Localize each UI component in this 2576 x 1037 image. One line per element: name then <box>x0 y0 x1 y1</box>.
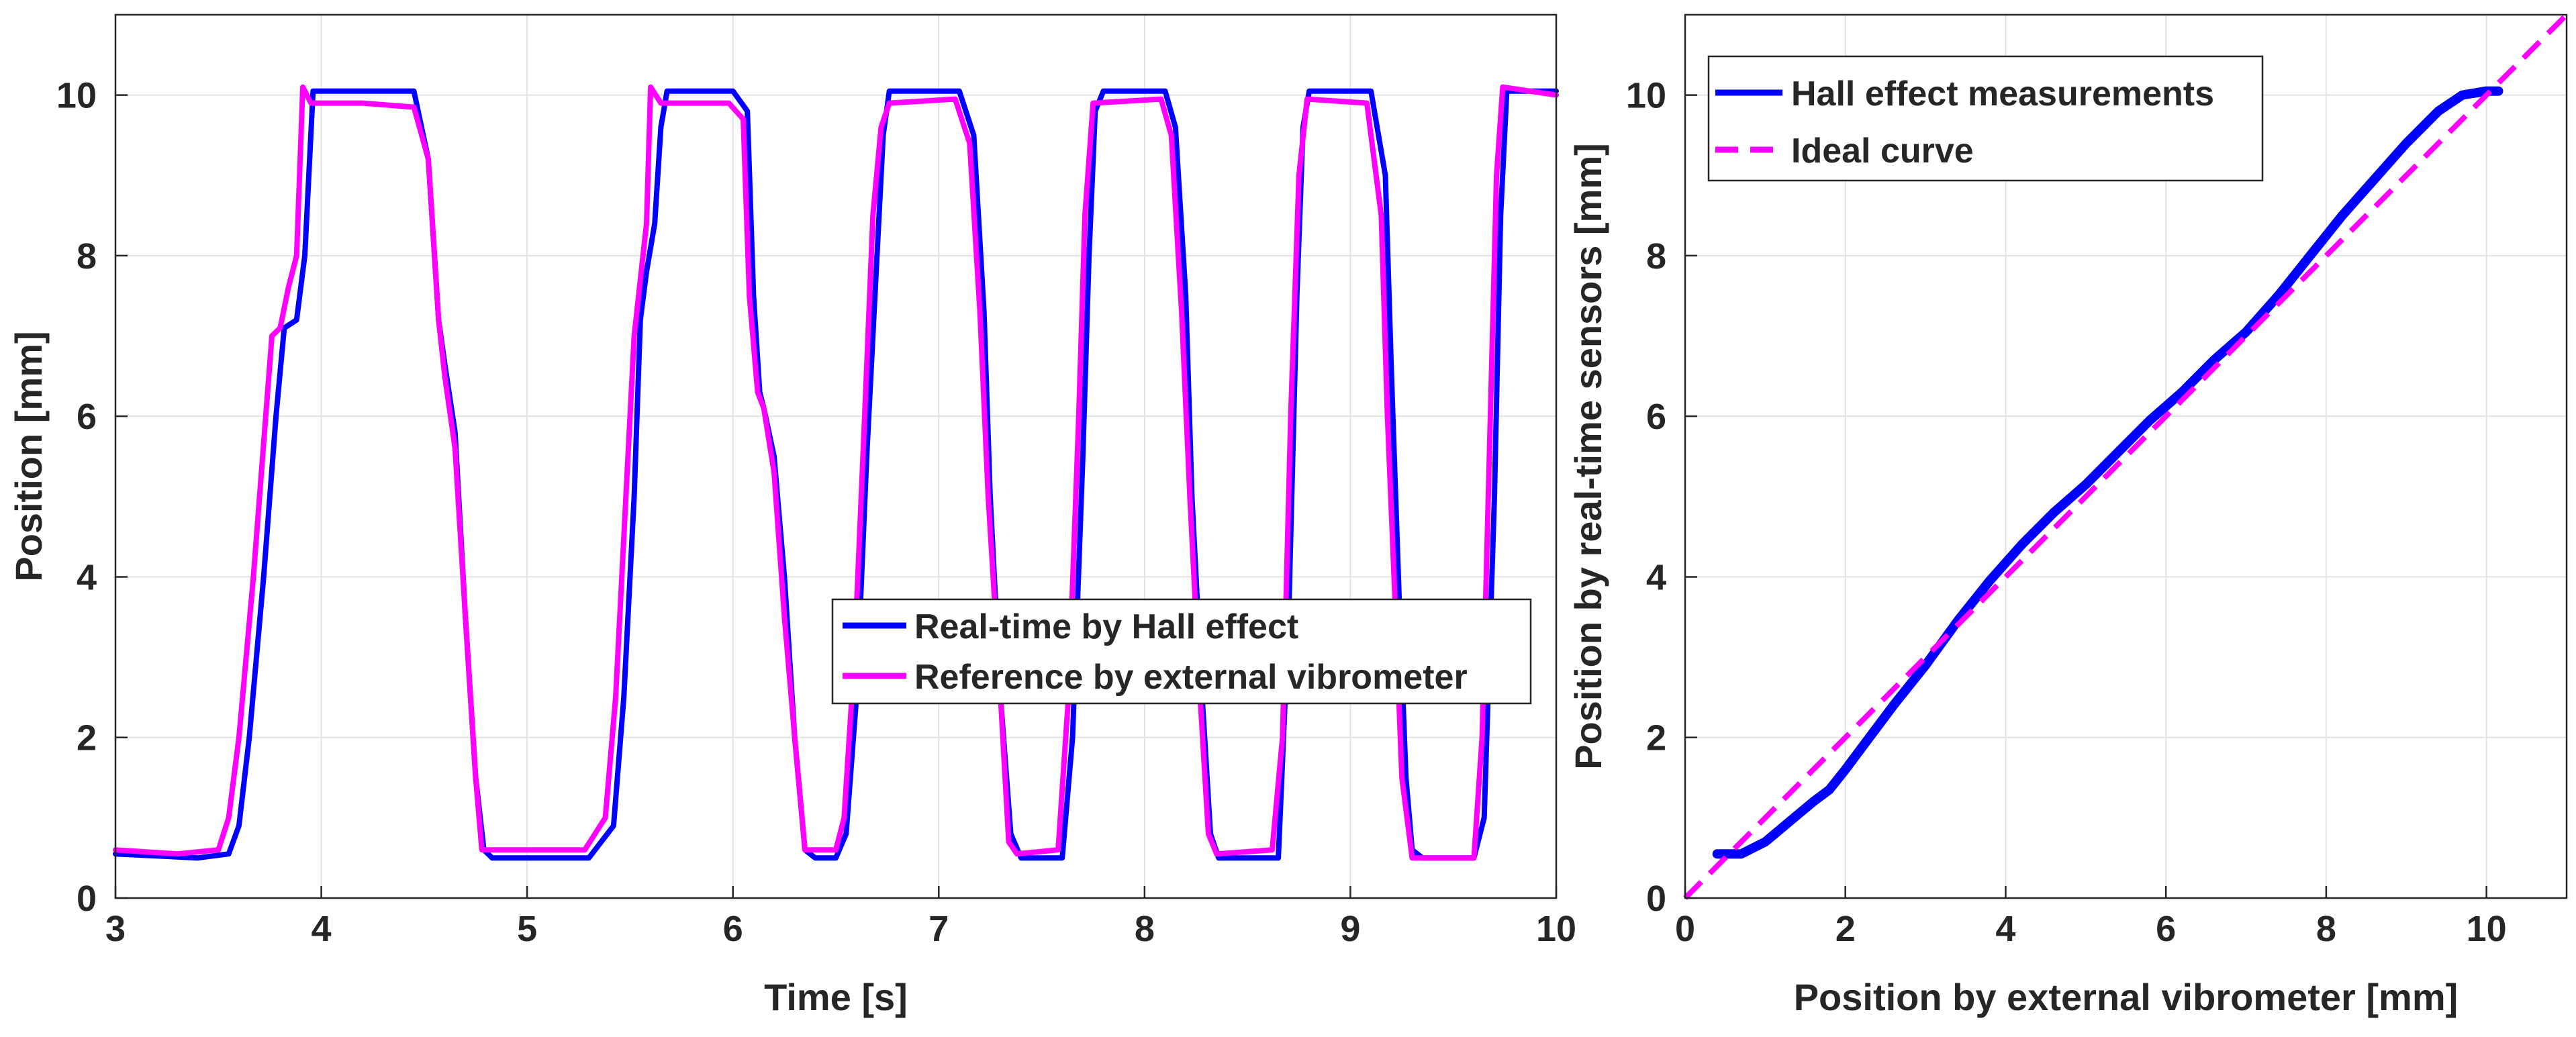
y-tick-label: 2 <box>1646 718 1666 758</box>
y-tick-label: 0 <box>77 879 97 919</box>
y-tick-label: 0 <box>1646 879 1666 919</box>
x-tick-label: 4 <box>1995 909 2015 949</box>
x-tick-label: 0 <box>1675 909 1695 949</box>
right-legend: Hall effect measurements Ideal curve <box>1707 55 2264 182</box>
legend-label-hall: Real-time by Hall effect <box>914 607 1298 646</box>
x-tick-label: 8 <box>2316 909 2336 949</box>
y-tick-label: 8 <box>77 236 97 277</box>
right-y-axis-label: Position by real-time sensors [mm] <box>1567 143 1609 770</box>
y-tick-label: 4 <box>77 557 97 597</box>
x-tick-label: 6 <box>2156 909 2176 949</box>
x-tick-label: 4 <box>312 909 332 949</box>
y-tick-label: 10 <box>1626 76 1666 116</box>
y-tick-label: 6 <box>1646 397 1666 437</box>
y-tick-label: 8 <box>1646 236 1666 277</box>
y-tick-label: 10 <box>56 76 97 116</box>
right-axes-frame <box>1684 13 2568 899</box>
series-line-hall-effect-measurements <box>1712 86 2503 859</box>
left-legend-box <box>831 598 1532 705</box>
x-tick-label: 10 <box>1536 909 1576 949</box>
legend-label-reference: Reference by external vibrometer <box>914 658 1468 697</box>
x-tick-label: 7 <box>928 909 949 949</box>
left-legend: Real-time by Hall effect Reference by ex… <box>831 598 1532 705</box>
legend-label-hall-measurements: Hall effect measurements <box>1791 75 2214 113</box>
x-tick-label: 9 <box>1340 909 1360 949</box>
series-line-reference-by-external-vibrometer <box>113 84 1559 861</box>
left-tick-labels: 3 4 5 6 7 8 9 10 0 2 4 6 8 10 <box>56 76 1576 949</box>
legend-label-ideal-curve: Ideal curve <box>1791 132 1974 170</box>
right-x-axis-label: Position by external vibrometer [mm] <box>1794 976 2459 1018</box>
left-series-group <box>113 84 1559 861</box>
y-tick-label: 6 <box>77 397 97 437</box>
x-tick-label: 2 <box>1835 909 1856 949</box>
x-tick-label: 3 <box>105 909 126 949</box>
left-y-axis-label: Position [mm] <box>7 331 50 581</box>
x-tick-label: 5 <box>517 909 537 949</box>
x-tick-label: 10 <box>2467 909 2507 949</box>
right-legend-box <box>1707 55 2264 182</box>
left-axes-frame <box>114 13 1558 899</box>
x-tick-label: 6 <box>723 909 743 949</box>
x-tick-label: 8 <box>1135 909 1155 949</box>
y-tick-label: 2 <box>77 718 97 758</box>
right-series-group <box>1683 13 2569 900</box>
comparison-panel: 0 2 4 6 8 10 0 2 4 6 8 10 Position by external vibr… <box>1567 13 2569 1018</box>
right-tick-labels: 0 2 4 6 8 10 0 2 4 6 8 10 <box>1626 76 2507 949</box>
left-x-axis-label: Time [s] <box>764 976 908 1018</box>
y-tick-label: 4 <box>1646 557 1666 597</box>
